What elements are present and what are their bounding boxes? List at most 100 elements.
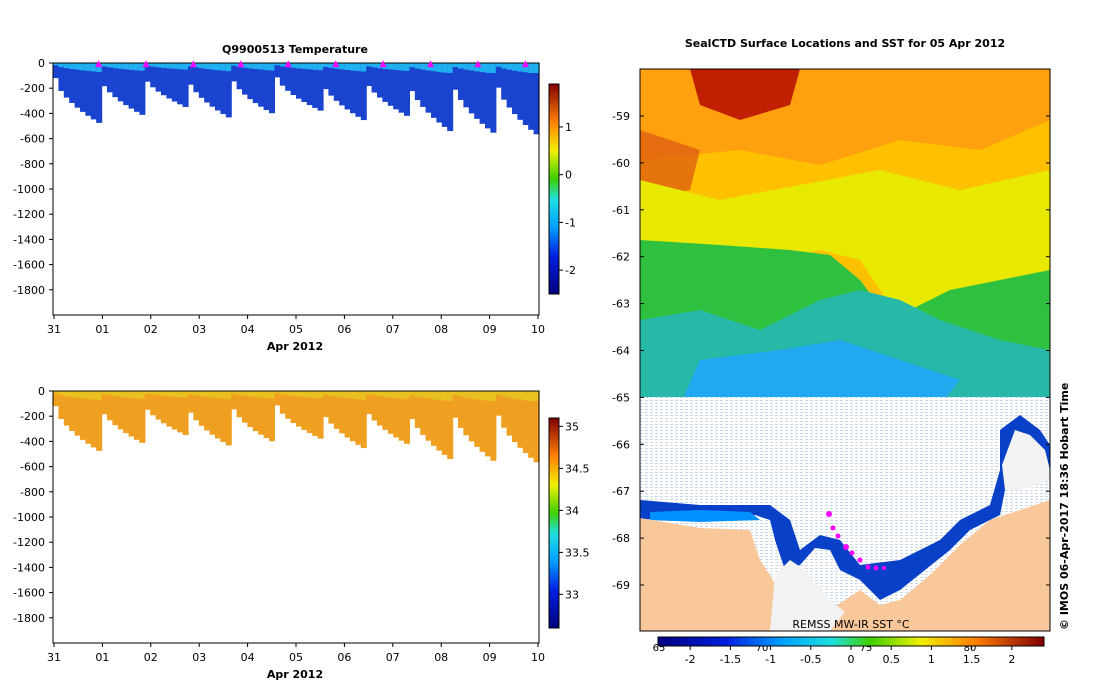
sst-map-panel: SealCTD Surface Locations and SST for 05…: [612, 37, 1071, 666]
section-surface-cell: [296, 63, 302, 69]
lat-tick-label: -69: [612, 579, 630, 592]
section-surface-cell: [177, 63, 184, 70]
section-column: [101, 391, 108, 415]
salinity-y-axis: 0 -200 -400 -600 -800 -1000 -1200 -1400 -1600 -18…: [13, 385, 53, 625]
section-column: [474, 391, 481, 447]
section-column: [393, 63, 400, 110]
section-surface-cell: [225, 63, 232, 72]
section-surface-cell: [506, 391, 513, 398]
section-surface-cell: [139, 391, 146, 399]
section-column: [258, 63, 265, 107]
x-tick-label: 01: [95, 651, 109, 664]
section-column: [490, 63, 497, 133]
temperature-panel: Q9900513 Temperature 0 -200 -400 -600 -800 -1…: [13, 43, 576, 353]
section-surface-cell: [522, 391, 529, 401]
section-column: [306, 391, 313, 434]
section-column: [463, 391, 470, 436]
colorbar-tick-label: -2: [565, 264, 576, 277]
section-surface-cell: [225, 391, 232, 400]
section-surface-cell: [247, 391, 254, 397]
section-surface-cell: [441, 391, 448, 401]
section-column: [506, 391, 513, 436]
section-column: [436, 63, 443, 123]
section-column: [290, 63, 297, 95]
section-surface-cell: [96, 391, 103, 400]
sst-colorbar-tick-label: -0.5: [800, 653, 821, 666]
section-column: [144, 391, 151, 410]
sst-colorbar-ticks: -2 -1.5 -1 -0.5 0 0.5 1 1.5 2: [685, 646, 1015, 666]
section-surface-cell: [312, 63, 319, 70]
section-column: [252, 63, 259, 104]
section-surface-cell: [155, 63, 162, 68]
section-column: [80, 63, 86, 112]
section-column: [485, 391, 491, 457]
temperature-section-fill: [53, 63, 540, 135]
section-surface-cell: [339, 391, 346, 398]
section-surface-cell: [258, 63, 265, 70]
section-surface-cell: [188, 391, 194, 395]
section-surface-cell: [436, 391, 443, 400]
section-column: [96, 63, 103, 123]
section-surface-cell: [431, 391, 437, 400]
section-surface-cell: [479, 391, 486, 401]
section-surface-cell: [506, 63, 513, 70]
x-tick-label: 10: [531, 323, 545, 336]
temperature-y-axis: 0 -200 -400 -600 -800 -1000 -1200 -1400 -1600 -18…: [13, 57, 53, 297]
section-column: [323, 391, 329, 418]
profile-marker: ▲: [285, 59, 292, 69]
section-column: [371, 63, 378, 93]
lat-tick-label: -68: [612, 532, 630, 545]
section-surface-cell: [101, 391, 108, 395]
section-column: [398, 63, 405, 113]
section-column: [101, 63, 108, 87]
section-surface-cell: [215, 63, 221, 71]
section-column: [387, 63, 394, 106]
sst-colorbar-tick-label: -1: [765, 653, 776, 666]
section-surface-cell: [517, 63, 524, 72]
section-surface-cell: [371, 391, 378, 396]
section-surface-cell: [58, 391, 65, 396]
x-tick-label: 07: [386, 323, 400, 336]
section-surface-cell: [344, 391, 351, 398]
section-column: [350, 391, 356, 442]
section-column: [512, 63, 518, 115]
section-column: [452, 63, 459, 90]
section-surface-cell: [171, 63, 178, 69]
y-tick-label: -1400: [13, 233, 45, 246]
section-surface-cell: [63, 391, 70, 397]
section-surface-cell: [274, 63, 281, 66]
section-column: [398, 391, 405, 441]
section-surface-cell: [474, 391, 481, 400]
y-tick-label: -1800: [13, 612, 45, 625]
section-surface-cell: [269, 391, 275, 399]
section-surface-cell: [274, 391, 281, 394]
section-column: [323, 63, 329, 90]
section-column: [312, 63, 319, 108]
y-tick-label: -200: [20, 410, 45, 423]
x-tick-label: 04: [241, 651, 255, 664]
section-column: [393, 391, 400, 438]
section-column: [490, 391, 497, 461]
temperature-colorbar: [548, 83, 560, 295]
sst-colorbar-tick-label: -1.5: [720, 653, 741, 666]
section-column: [274, 63, 281, 78]
section-column: [204, 391, 211, 431]
section-surface-cell: [463, 391, 470, 398]
y-tick-label: -1200: [13, 208, 45, 221]
section-surface-cell: [112, 63, 119, 69]
section-surface-cell: [512, 63, 518, 71]
section-surface-cell: [117, 391, 124, 397]
section-column: [441, 63, 448, 127]
section-column: [252, 391, 259, 432]
section-surface-cell: [220, 391, 227, 399]
section-column: [69, 391, 76, 431]
profile-marker: ▲: [95, 59, 102, 69]
section-column: [528, 63, 535, 130]
profile-marker: ▲: [475, 59, 482, 69]
section-column: [468, 391, 475, 442]
section-column: [90, 391, 97, 448]
section-surface-cell: [339, 63, 346, 70]
section-surface-cell: [425, 63, 432, 71]
section-column: [155, 391, 162, 420]
section-column: [387, 391, 394, 434]
